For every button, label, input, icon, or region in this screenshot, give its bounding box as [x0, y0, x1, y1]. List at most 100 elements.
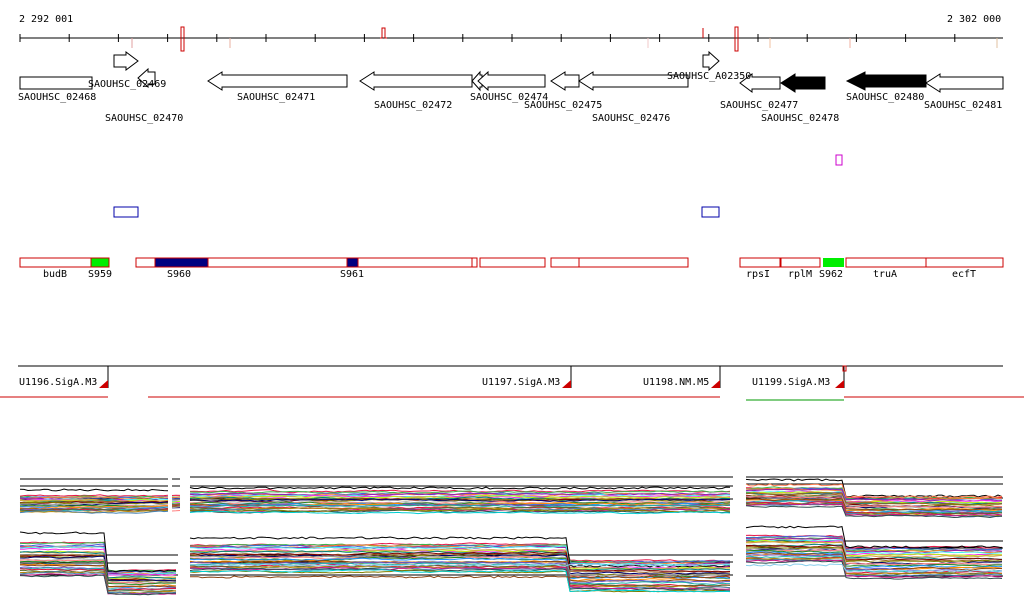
operon-label[interactable]: S960: [167, 269, 192, 280]
operon-segment-green: [90, 257, 110, 268]
gene-arrow: [845, 71, 927, 91]
promoter-flag: [835, 380, 844, 388]
expression-line: [745, 563, 1003, 573]
expression-line: [745, 537, 1003, 554]
expression-line: [19, 494, 169, 497]
expression-line: [189, 504, 731, 509]
gene-label[interactable]: SAOUHSC_02470: [105, 113, 184, 124]
operon-box: [845, 257, 927, 268]
transcript-label[interactable]: U1198.NM.M5: [643, 377, 710, 388]
expression-line: [189, 544, 731, 565]
gene-arrow: [113, 51, 139, 71]
expression-line: [745, 560, 1003, 580]
operon-label[interactable]: S961: [340, 269, 365, 280]
gene-arrow: [207, 71, 348, 91]
expression-line: [19, 541, 177, 573]
operon-label[interactable]: rpsI: [746, 269, 771, 280]
operon-segment-blue: [154, 257, 209, 268]
expression-line: [745, 491, 1003, 505]
gene-label[interactable]: SAOUHSC_02469: [88, 79, 167, 90]
gene-arrow: [702, 50, 720, 72]
expression-line: [19, 496, 169, 500]
operon-box: [925, 257, 1004, 268]
expression-line: [745, 495, 1003, 509]
gene-label[interactable]: SAOUHSC_02468: [18, 92, 97, 103]
gene-label[interactable]: SAOUHSC_02475: [524, 100, 603, 111]
expression-line: [19, 560, 177, 586]
expression-line: [745, 483, 1003, 499]
expression-line: [745, 503, 1003, 517]
expression-line: [171, 510, 181, 512]
expression-line: [19, 531, 177, 573]
expression-line: [19, 550, 177, 579]
transcript-label[interactable]: U1197.SigA.M3: [482, 377, 561, 388]
operon-label[interactable]: truA: [873, 269, 898, 280]
expression-line: [189, 486, 731, 490]
operon-segment-blue: [346, 257, 359, 268]
transcript-marker: [842, 365, 847, 372]
gene-arrow: [780, 73, 826, 93]
expression-line: [19, 505, 168, 509]
expression-line: [19, 505, 168, 510]
expression-line: [745, 557, 1003, 575]
gene-arrow: [739, 73, 781, 93]
expression-line: [745, 488, 1003, 502]
expression-line: [189, 563, 731, 567]
expression-line: [19, 488, 169, 492]
gene-arrow: [550, 71, 580, 91]
ruler-start-coordinate: 2 292 001: [19, 14, 74, 25]
expression-line: [189, 562, 731, 586]
expression-line: [19, 509, 169, 513]
ruler-feature-mark: [734, 26, 739, 52]
expression-line: [189, 561, 731, 584]
blue-marker: [701, 206, 720, 218]
operon-label[interactable]: budB: [43, 269, 68, 280]
operon-box: [550, 257, 580, 268]
operon-box: [578, 257, 689, 268]
expression-line: [189, 508, 731, 513]
expression-line: [19, 555, 177, 582]
expression-line: [745, 558, 1003, 577]
gene-label[interactable]: SAOUHSC_A02350: [667, 71, 752, 82]
gene-label[interactable]: SAOUHSC_02474: [470, 92, 549, 103]
expression-line: [19, 501, 169, 505]
operon-label[interactable]: rplM: [788, 269, 813, 280]
expression-line: [745, 549, 1003, 566]
operon-label[interactable]: S959: [88, 269, 113, 280]
expression-line: [20, 568, 177, 592]
gene-label[interactable]: SAOUHSC_02480: [846, 92, 925, 103]
expression-line: [171, 500, 181, 503]
gene-label[interactable]: SAOUHSC_02476: [592, 113, 671, 124]
transcript-label[interactable]: U1199.SigA.M3: [752, 377, 831, 388]
operon-box: [479, 257, 546, 268]
gene-label[interactable]: SAOUHSC_02477: [720, 100, 799, 111]
operon-label[interactable]: ecfT: [952, 269, 977, 280]
transcript-label[interactable]: U1196.SigA.M3: [19, 377, 98, 388]
expression-line: [189, 557, 731, 580]
operon-label[interactable]: S962: [819, 269, 844, 280]
gene-arrow: [137, 67, 156, 89]
gene-label[interactable]: SAOUHSC_02481: [924, 100, 1003, 111]
expression-line: [745, 487, 1003, 503]
promoter-flag: [99, 380, 108, 388]
expression-line: [19, 571, 177, 594]
gene-label[interactable]: SAOUHSC_02471: [237, 92, 316, 103]
gene-arrow: [359, 71, 473, 91]
expression-line: [171, 497, 181, 500]
expression-line: [190, 501, 731, 506]
gene-label[interactable]: SAOUHSC_02472: [374, 100, 453, 111]
expression-line: [745, 552, 1003, 571]
operon-box: [780, 257, 821, 268]
expression-line: [189, 536, 731, 568]
ruler-feature-mark: [380, 27, 387, 39]
expression-line: [171, 496, 181, 499]
operon-segment-green: [823, 258, 844, 267]
expression-line: [189, 551, 731, 573]
gene-arrow: [19, 76, 93, 90]
expression-line: [19, 550, 177, 580]
gene-arrow: [471, 70, 483, 92]
expression-line: [19, 504, 169, 509]
gene-label[interactable]: SAOUHSC_02478: [761, 113, 840, 124]
